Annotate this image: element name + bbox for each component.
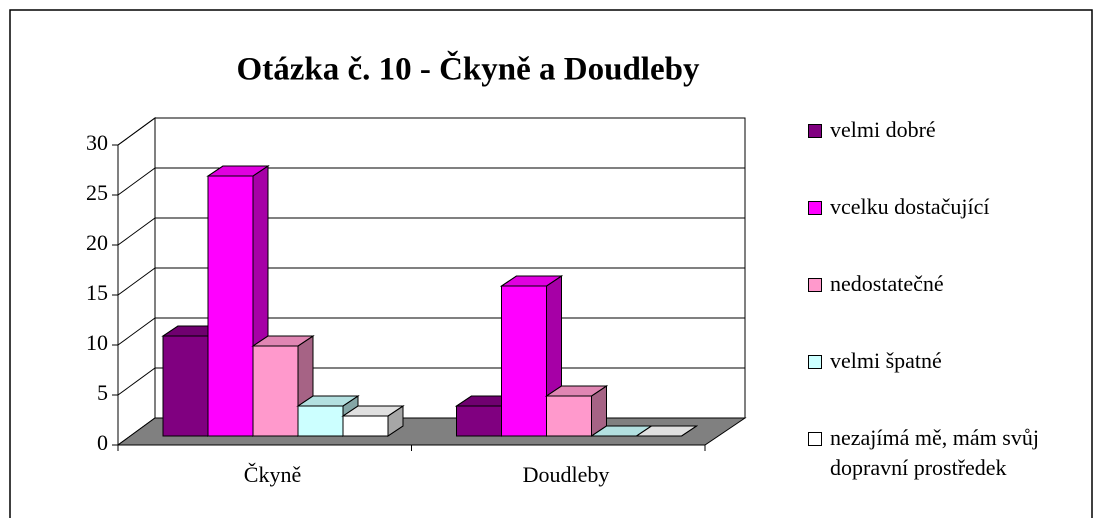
- y-tick-label: 30: [86, 130, 108, 155]
- bar-front: [342, 415, 389, 437]
- y-tick-label: 10: [86, 330, 108, 355]
- legend-label: vcelku dostačující: [830, 194, 990, 219]
- y-tick-label: 15: [86, 280, 108, 305]
- x-tick-label: Doudleby: [523, 462, 610, 487]
- legend-swatch: [808, 124, 822, 138]
- legend: velmi dobré vcelku dostačující nedostatečn…: [808, 115, 1088, 500]
- chart-frame: [9, 9, 1093, 518]
- y-tick-label: 20: [86, 230, 108, 255]
- legend-swatch: [808, 432, 822, 446]
- bar-front: [252, 345, 299, 437]
- grid-line: [117, 167, 745, 196]
- y-tick-label: 5: [97, 380, 108, 405]
- legend-item: nezajímá mě, mám svůj dopravní prostřede…: [808, 423, 1088, 500]
- bar: [634, 425, 699, 437]
- legend-swatch: [808, 355, 822, 369]
- legend-swatch: [808, 278, 822, 292]
- legend-item: velmi špatné: [808, 346, 1088, 423]
- grid-line: [117, 217, 745, 246]
- legend-item: velmi dobré: [808, 115, 1088, 192]
- y-tick-label: 0: [97, 430, 108, 455]
- legend-label: velmi špatné: [830, 348, 942, 373]
- legend-item: vcelku dostačující: [808, 192, 1088, 269]
- bar: [544, 385, 609, 437]
- grid-line: [117, 267, 745, 296]
- bar-front: [162, 335, 209, 437]
- bar-front: [501, 285, 547, 437]
- bar-front: [207, 175, 254, 437]
- bar: [341, 405, 405, 437]
- y-tick-label: 25: [86, 180, 108, 205]
- legend-swatch: [808, 201, 822, 215]
- bar-front: [456, 405, 502, 437]
- grid-line: [117, 117, 745, 146]
- x-tick-label: Čkyně: [244, 462, 301, 487]
- chart-title: Otázka č. 10 - Čkyně a Doudleby: [237, 50, 700, 88]
- legend-label: nedostatečné: [830, 271, 944, 296]
- bar-front: [546, 395, 592, 437]
- legend-label: velmi dobré: [830, 117, 936, 142]
- legend-label: nezajímá mě, mám svůj dopravní prostřede…: [830, 425, 1039, 480]
- legend-item: nedostatečné: [808, 269, 1088, 346]
- bar-front: [297, 405, 344, 437]
- bar: [499, 275, 564, 437]
